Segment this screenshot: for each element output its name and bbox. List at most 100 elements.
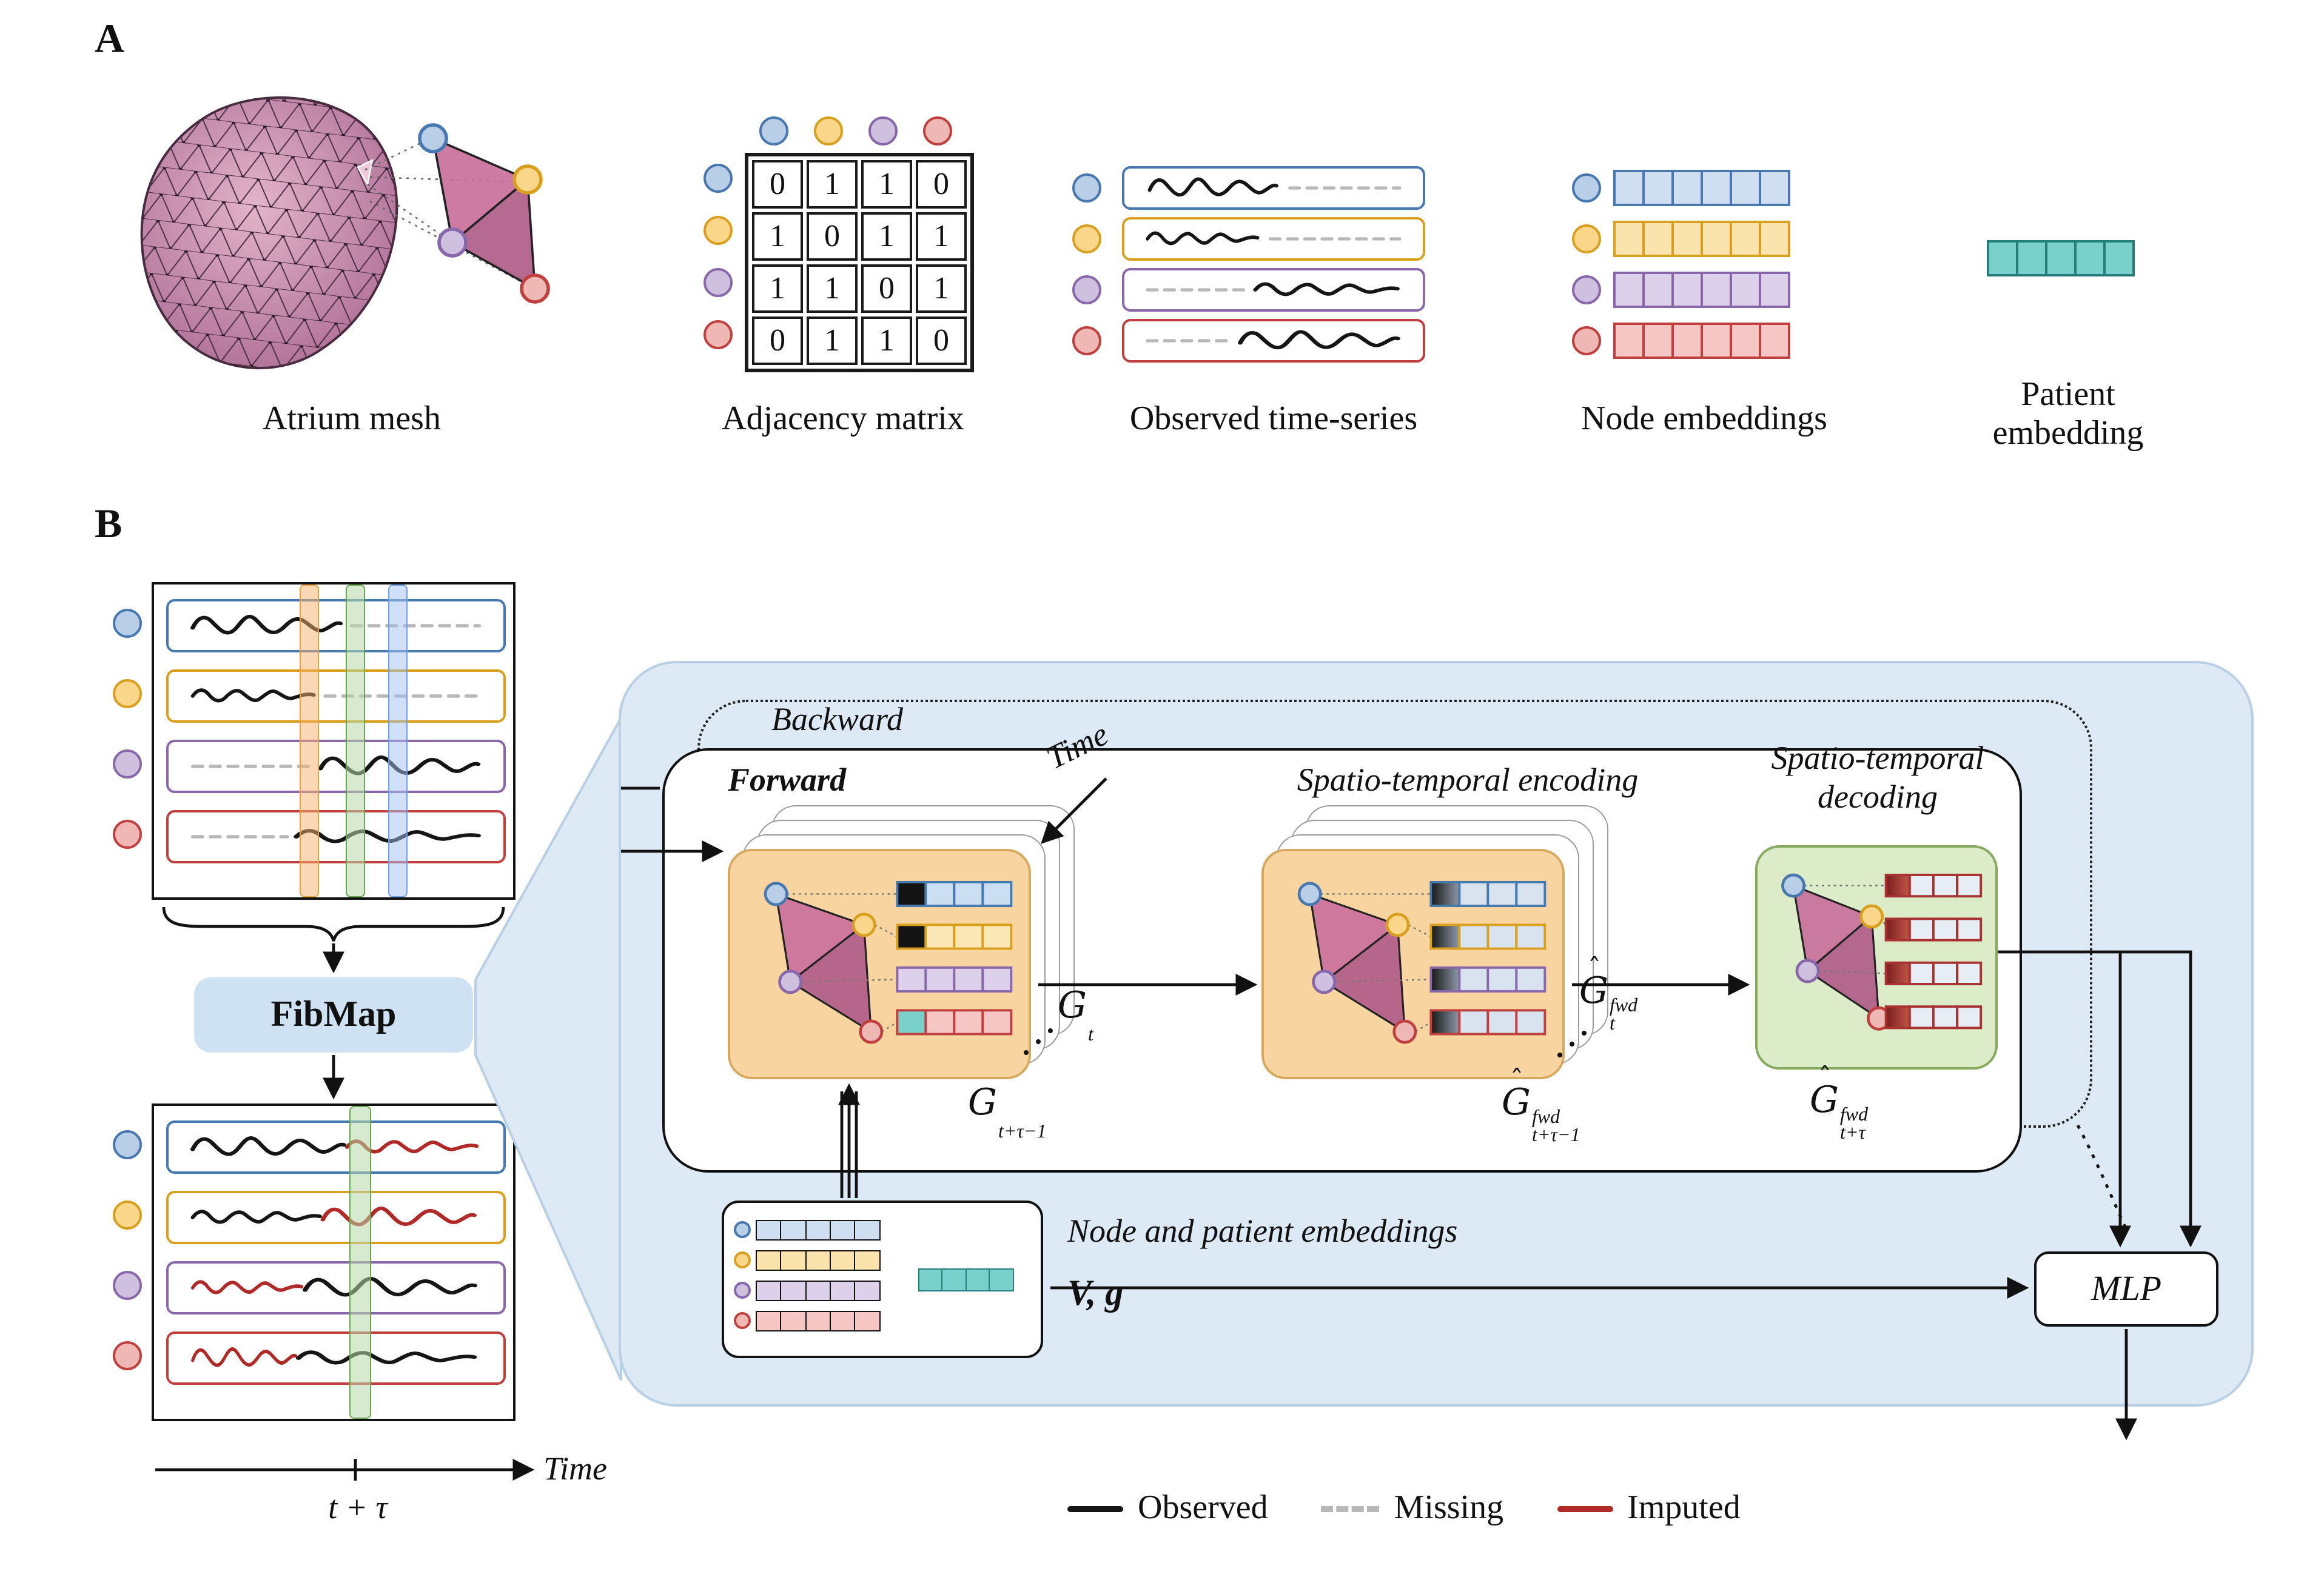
adj-cell: 1 xyxy=(916,264,967,313)
output-row-yellow xyxy=(166,1191,506,1244)
adj-cell: 0 xyxy=(807,212,858,261)
mini-strip-red xyxy=(756,1311,881,1331)
adj-row-node-purple xyxy=(704,268,733,297)
mesh-subgraph xyxy=(418,123,550,304)
in-node-blue xyxy=(113,609,142,638)
adj-cell: 1 xyxy=(752,212,803,261)
node-embedding-strip-blue xyxy=(1613,170,1790,206)
adj-cell: 1 xyxy=(807,316,858,365)
input-row-yellow xyxy=(166,669,506,723)
diagonal-dots xyxy=(1021,1026,1058,1062)
module2-card xyxy=(1261,849,1565,1079)
mini-node-red xyxy=(734,1312,751,1329)
module3-decoded-strips xyxy=(1884,874,1983,1030)
caption-atrium-mesh: Atrium mesh xyxy=(263,400,441,438)
decoding-label-line1: Spatio-temporal xyxy=(1771,740,1984,776)
input-row-red xyxy=(166,810,506,863)
module2-links xyxy=(1320,893,1431,1033)
node-red xyxy=(520,273,550,304)
mini-strip-yellow xyxy=(756,1250,881,1271)
mesh-blob xyxy=(140,96,398,369)
adj-cell: 1 xyxy=(807,264,858,313)
ts-node-blue xyxy=(1072,173,1101,203)
emb-node-blue xyxy=(1572,173,1601,203)
panel-b-label: B xyxy=(95,502,123,547)
adj-row-node-red xyxy=(704,320,733,349)
in-node-red xyxy=(113,820,142,849)
legend-missing-label: Missing xyxy=(1394,1489,1504,1527)
module3-graph xyxy=(1792,884,1880,1020)
emb-node-yellow xyxy=(1572,224,1601,253)
adj-col-node-yellow xyxy=(814,116,843,146)
emb-node-red xyxy=(1572,326,1601,355)
out-node-red xyxy=(113,1341,142,1370)
module1-links xyxy=(787,893,898,1033)
ts-node-purple xyxy=(1072,275,1101,304)
adj-row-node-blue xyxy=(704,164,733,193)
mini-patient-strip xyxy=(918,1268,1014,1291)
adj-cell: 1 xyxy=(861,160,912,209)
caption-patient-line1: Patient xyxy=(2021,376,2115,414)
legend-imputed-label: Imputed xyxy=(1627,1489,1741,1527)
adj-cell: 1 xyxy=(916,212,967,261)
missing-line-sample xyxy=(1321,1505,1380,1512)
adj-col-node-blue xyxy=(759,116,788,146)
patient-embedding-strip xyxy=(1987,240,2135,276)
input-row-blue xyxy=(166,599,506,652)
adjacency-matrix: 0 1 1 0 1 0 1 1 1 1 0 1 0 1 1 0 xyxy=(745,153,974,372)
emb-node-purple xyxy=(1572,275,1601,304)
ts-node-yellow xyxy=(1072,224,1101,253)
module2-graph xyxy=(1308,892,1406,1034)
observed-row-yellow xyxy=(1122,217,1425,261)
fibmap-funnel xyxy=(474,713,622,1381)
adj-cell: 1 xyxy=(861,316,912,365)
module1-card xyxy=(728,849,1031,1079)
adj-cell: 1 xyxy=(807,160,858,209)
node-blue xyxy=(418,123,448,153)
adj-cell: 0 xyxy=(752,160,803,209)
in-node-yellow xyxy=(113,679,142,708)
module2-encoded-strips xyxy=(1429,880,1547,1036)
adj-col-node-red xyxy=(923,116,952,146)
atrium-mesh-figure xyxy=(140,96,550,369)
out-node-purple xyxy=(113,1271,142,1300)
output-series-panel xyxy=(152,1103,516,1421)
out-node-yellow xyxy=(113,1201,142,1230)
time-axis-label: Time xyxy=(543,1450,608,1487)
mini-node-blue xyxy=(734,1221,751,1238)
adj-cell: 1 xyxy=(752,264,803,313)
t-plus-tau-label: t + τ xyxy=(328,1489,388,1525)
forward-label: Forward xyxy=(728,762,847,798)
observed-line-sample xyxy=(1067,1505,1123,1512)
in-node-purple xyxy=(113,749,142,779)
legend-observed-label: Observed xyxy=(1138,1489,1268,1527)
adj-col-node-purple xyxy=(868,116,898,146)
adj-cell: 0 xyxy=(752,316,803,365)
backward-label: Backward xyxy=(771,701,903,737)
imputed-line-sample xyxy=(1557,1505,1613,1512)
input-row-purple xyxy=(166,740,506,793)
node-embedding-strip-purple xyxy=(1613,272,1790,308)
out-node-blue xyxy=(113,1130,142,1159)
underbrace xyxy=(162,906,505,942)
caption-adjacency: Adjacency matrix xyxy=(722,400,964,438)
panel-a-label: A xyxy=(95,17,125,62)
node-embedding-strip-yellow xyxy=(1613,221,1790,257)
highlight-band-orange xyxy=(300,584,319,897)
mlp-block: MLP xyxy=(2034,1251,2218,1327)
adj-cell: 1 xyxy=(861,212,912,261)
caption-node-embeddings: Node embeddings xyxy=(1581,400,1827,438)
module1-feature-strips xyxy=(896,880,1013,1036)
legend-observed: Observed xyxy=(1067,1489,1268,1528)
ts-node-red xyxy=(1072,326,1101,355)
embeddings-label: Node and patient embeddings xyxy=(1067,1213,1458,1249)
mini-node-purple xyxy=(734,1282,751,1299)
decoding-label-line2: decoding xyxy=(1818,779,1938,815)
vg-label: V, g xyxy=(1067,1273,1124,1313)
fibmap-block: FibMap xyxy=(194,977,473,1053)
diagonal-dots xyxy=(1555,1028,1591,1065)
mini-strip-blue xyxy=(756,1220,881,1241)
